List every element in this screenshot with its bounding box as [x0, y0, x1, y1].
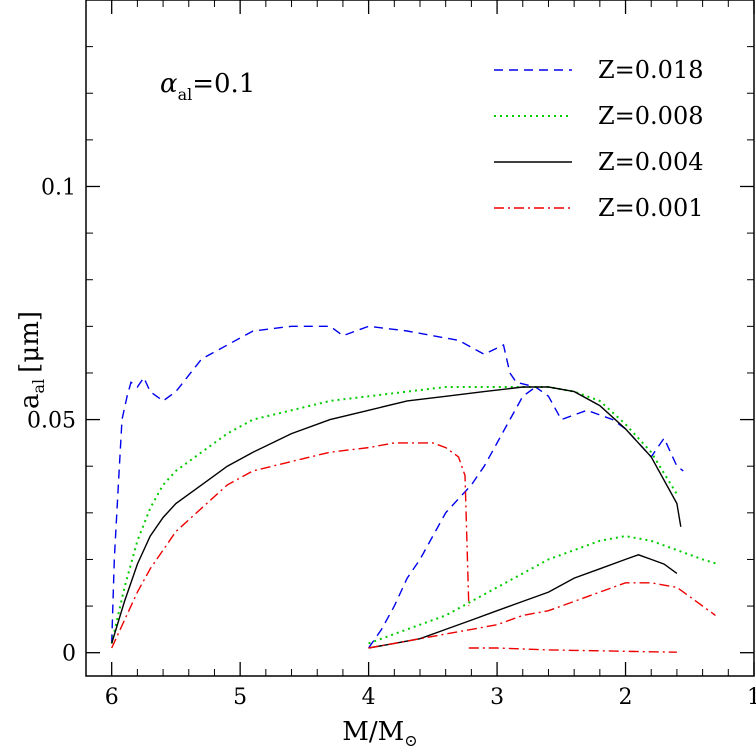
series-line-z-0-018-branch-1: [111, 325, 684, 644]
alpha-annotation: αal=0.1: [160, 69, 255, 104]
series-line-z-0-004-branch-1: [111, 386, 682, 644]
svg-text:aal[μm]: aal[μm]: [15, 311, 48, 409]
legend-label: Z=0.008: [598, 102, 704, 130]
x-tick-label: 2: [619, 685, 633, 710]
legend-label: Z=0.004: [598, 148, 704, 176]
x-tick-label: 6: [105, 685, 119, 710]
y-tick-label: 0.05: [27, 409, 76, 434]
series-line-z-0-001-branch-3: [468, 647, 677, 653]
y-axis-title: aal[μm]: [15, 311, 48, 409]
x-tick-label: 3: [490, 685, 504, 710]
x-tick-label: 5: [233, 685, 247, 710]
series-line-z-0-004-branch-2: [368, 554, 678, 649]
series-line-z-0-018-branch-2: [368, 386, 537, 649]
ticks-layer: 6 5 4 3 2 1 0 0.05 0.1: [27, 0, 756, 710]
legend-label: Z=0.018: [598, 56, 704, 84]
x-tick-label: 1: [747, 685, 756, 710]
x-tick-label: 4: [362, 685, 376, 710]
series-line-z-0-008-branch-2: [368, 535, 719, 645]
y-tick-label: 0.1: [41, 175, 76, 200]
series-line-z-0-001-branch-2: [368, 582, 716, 649]
legend-label: Z=0.001: [598, 194, 704, 222]
svg-text:αal=0.1: αal=0.1: [160, 69, 255, 104]
y-tick-label: 0: [62, 642, 76, 667]
x-axis-title: M/M⊙: [342, 717, 417, 750]
svg-text:M/M⊙: M/M⊙: [342, 717, 417, 750]
series-line-z-0-001-branch-1: [111, 442, 470, 649]
legend: Z=0.018 Z=0.008 Z=0.004 Z=0.001: [494, 56, 704, 222]
series-layer: [110, 325, 719, 653]
